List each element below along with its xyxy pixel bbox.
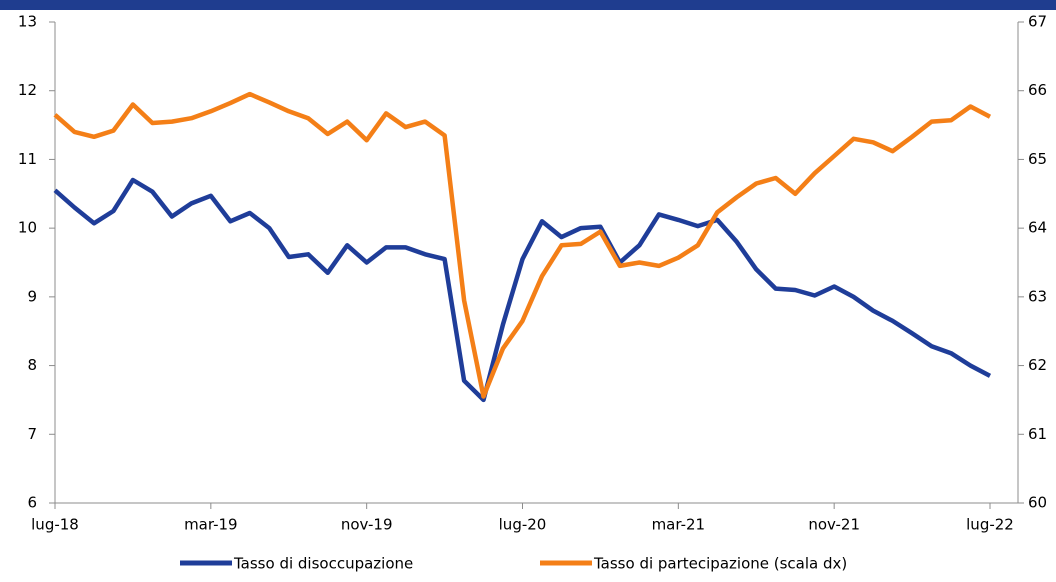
y2-tick-label: 67 [1028,13,1047,31]
y2-tick-label: 63 [1028,287,1047,305]
y-tick-label: 6 [27,494,37,512]
x-tick-label: lug-20 [499,516,547,534]
header-band [0,0,1056,10]
y2-tick-label: 60 [1028,494,1047,512]
y-tick-label: 13 [18,13,37,31]
y2-tick-label: 65 [1028,150,1047,168]
x-tick-label: lug-22 [966,516,1014,534]
y-tick-label: 8 [27,356,37,374]
y-tick-label: 9 [27,287,37,305]
legend-label: Tasso di partecipazione (scala dx) [593,555,847,573]
y2-tick-label: 62 [1028,356,1047,374]
y2-tick-label: 64 [1028,219,1047,237]
y-tick-label: 12 [18,81,37,99]
y2-tick-label: 66 [1028,81,1047,99]
series-line [53,91,992,399]
x-tick-label: mar-19 [184,516,238,534]
y-tick-label: 7 [27,425,37,443]
x-tick-label: mar-21 [652,516,706,534]
x-tick-label: lug-18 [31,516,79,534]
y2-tick-label: 61 [1028,425,1047,443]
x-tick-label: nov-19 [341,516,393,534]
series-line [53,177,992,403]
y-tick-label: 10 [18,219,37,237]
x-tick-label: nov-21 [808,516,860,534]
y-tick-label: 11 [18,150,37,168]
legend-label: Tasso di disoccupazione [233,555,413,573]
